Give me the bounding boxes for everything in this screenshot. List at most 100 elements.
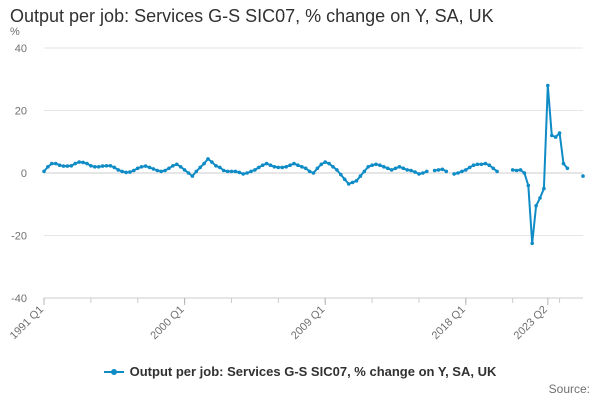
- data-point[interactable]: [510, 168, 515, 172]
- data-point[interactable]: [546, 83, 550, 88]
- data-point[interactable]: [393, 166, 398, 171]
- data-point[interactable]: [159, 169, 163, 174]
- data-point[interactable]: [93, 165, 97, 169]
- data-point[interactable]: [276, 165, 281, 170]
- data-point[interactable]: [100, 164, 105, 168]
- data-point[interactable]: [245, 171, 249, 175]
- data-point[interactable]: [557, 131, 562, 135]
- data-point[interactable]: [218, 165, 222, 170]
- data-point[interactable]: [206, 157, 210, 161]
- data-point[interactable]: [81, 160, 85, 165]
- data-point[interactable]: [354, 179, 359, 183]
- data-point[interactable]: [553, 135, 558, 139]
- data-point[interactable]: [467, 165, 472, 170]
- data-point[interactable]: [550, 133, 554, 138]
- data-point[interactable]: [440, 167, 445, 172]
- data-point[interactable]: [73, 161, 77, 166]
- data-point[interactable]: [89, 164, 93, 168]
- data-point[interactable]: [186, 171, 191, 175]
- data-point[interactable]: [171, 164, 175, 168]
- data-point[interactable]: [342, 177, 347, 182]
- data-point[interactable]: [495, 169, 499, 174]
- data-point[interactable]: [296, 163, 300, 167]
- data-point[interactable]: [339, 172, 343, 177]
- data-point[interactable]: [300, 165, 304, 169]
- data-point[interactable]: [413, 170, 417, 174]
- data-point[interactable]: [42, 169, 46, 174]
- data-point[interactable]: [104, 164, 109, 168]
- data-point[interactable]: [358, 174, 363, 178]
- data-point[interactable]: [225, 169, 230, 174]
- data-point[interactable]: [96, 165, 101, 169]
- data-point[interactable]: [268, 163, 273, 167]
- data-point[interactable]: [202, 161, 206, 166]
- data-point[interactable]: [475, 162, 480, 167]
- data-point[interactable]: [487, 163, 492, 167]
- data-point[interactable]: [253, 168, 257, 172]
- data-point[interactable]: [292, 161, 296, 166]
- data-point[interactable]: [69, 164, 74, 168]
- data-point[interactable]: [350, 180, 355, 185]
- data-point[interactable]: [436, 168, 441, 172]
- data-point[interactable]: [389, 168, 394, 172]
- data-point[interactable]: [311, 171, 316, 175]
- data-point[interactable]: [288, 163, 292, 167]
- data-point[interactable]: [155, 168, 160, 173]
- data-point[interactable]: [151, 167, 156, 171]
- data-point[interactable]: [61, 164, 66, 168]
- data-point[interactable]: [175, 162, 179, 167]
- data-point[interactable]: [331, 165, 335, 169]
- data-point[interactable]: [346, 182, 351, 186]
- data-point[interactable]: [120, 169, 124, 174]
- data-point[interactable]: [139, 165, 144, 169]
- data-point[interactable]: [417, 172, 421, 176]
- data-point[interactable]: [85, 161, 89, 166]
- data-point[interactable]: [444, 169, 449, 174]
- data-point[interactable]: [124, 170, 128, 175]
- data-point[interactable]: [432, 168, 437, 173]
- data-point[interactable]: [257, 165, 261, 170]
- data-point[interactable]: [233, 169, 238, 174]
- data-point[interactable]: [214, 164, 218, 168]
- data-point[interactable]: [241, 172, 245, 176]
- data-point[interactable]: [198, 165, 202, 170]
- data-point[interactable]: [116, 168, 120, 172]
- data-point[interactable]: [65, 164, 70, 168]
- data-point[interactable]: [534, 204, 538, 208]
- data-point[interactable]: [374, 162, 378, 167]
- data-point[interactable]: [163, 168, 167, 173]
- data-point[interactable]: [182, 168, 187, 172]
- data-point[interactable]: [167, 166, 171, 171]
- data-point[interactable]: [456, 171, 460, 175]
- data-point[interactable]: [471, 163, 476, 167]
- data-point[interactable]: [491, 166, 496, 171]
- data-point[interactable]: [370, 163, 374, 167]
- data-point[interactable]: [405, 168, 410, 172]
- data-point[interactable]: [190, 174, 195, 178]
- data-point[interactable]: [128, 170, 132, 174]
- data-point[interactable]: [112, 165, 117, 170]
- data-point[interactable]: [542, 186, 546, 191]
- data-point[interactable]: [249, 169, 253, 174]
- data-point[interactable]: [237, 170, 242, 175]
- data-point[interactable]: [530, 241, 534, 246]
- data-point[interactable]: [143, 164, 148, 168]
- data-point[interactable]: [194, 169, 199, 174]
- data-point[interactable]: [366, 165, 371, 169]
- data-point[interactable]: [260, 163, 265, 167]
- data-point[interactable]: [460, 169, 464, 174]
- data-point[interactable]: [327, 161, 331, 166]
- data-point[interactable]: [401, 166, 406, 171]
- data-point[interactable]: [319, 162, 324, 167]
- data-point[interactable]: [385, 166, 390, 171]
- data-point[interactable]: [57, 163, 62, 167]
- data-point[interactable]: [315, 166, 320, 171]
- data-point[interactable]: [221, 168, 226, 173]
- data-point[interactable]: [135, 166, 140, 171]
- data-point[interactable]: [362, 169, 367, 174]
- data-point[interactable]: [147, 165, 152, 170]
- data-point[interactable]: [335, 168, 339, 172]
- data-point[interactable]: [307, 169, 312, 174]
- data-point[interactable]: [229, 169, 234, 174]
- data-point[interactable]: [382, 165, 386, 169]
